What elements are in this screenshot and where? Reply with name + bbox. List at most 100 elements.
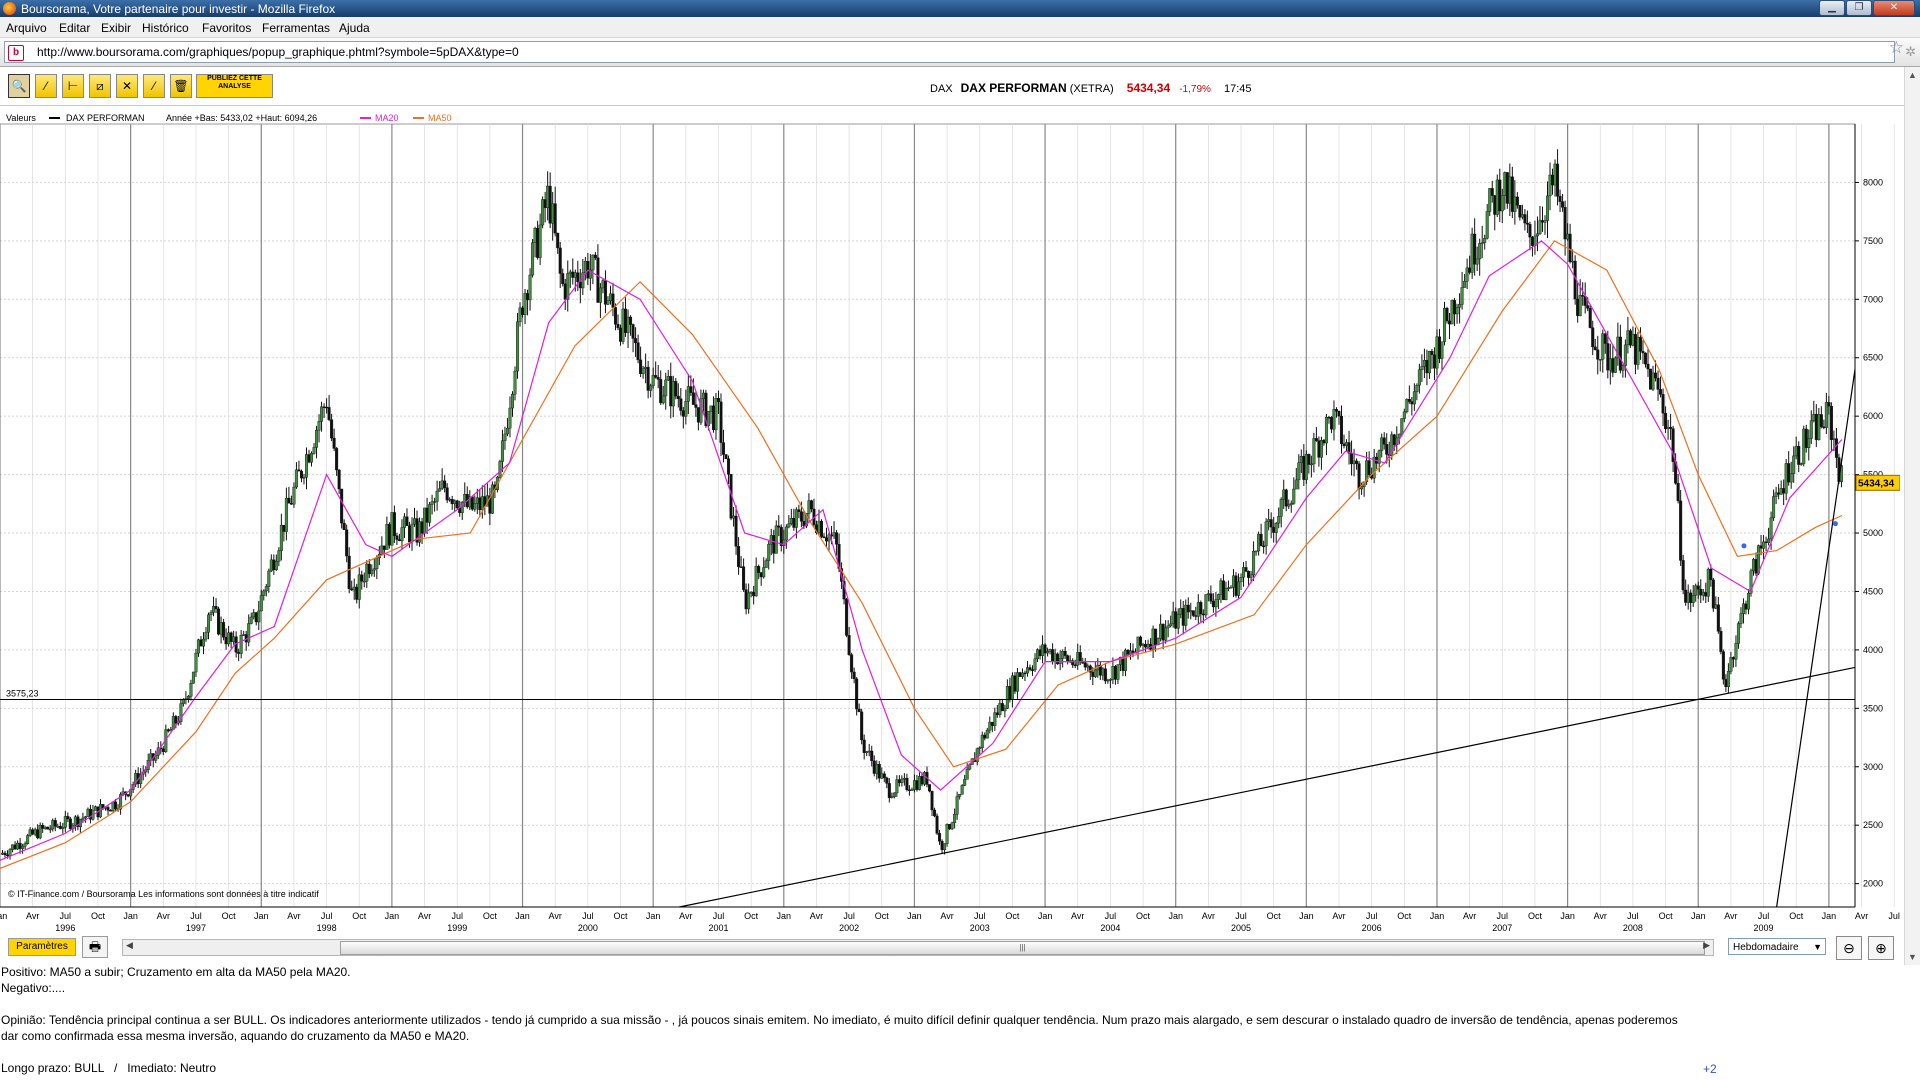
line-tool-icon[interactable]: ⁄ [35,74,57,98]
candle-body [435,490,439,502]
menu-editar[interactable]: Editar [59,21,91,35]
restore-button[interactable]: ❐ [1846,0,1872,16]
candle-body [792,518,796,528]
candle-body [1041,644,1045,657]
menu-exibir[interactable]: Exibir [101,21,132,35]
price-chart[interactable]: Valeurs DAX PERFORMAN Année +Bas: 5433,0… [0,106,1900,966]
channel-tool-icon[interactable]: ⧄ [89,74,111,98]
candle-body [621,308,625,342]
page-scrollbar[interactable]: ▲ ▼ [1904,67,1920,965]
minimize-button[interactable]: ▁ [1819,0,1845,16]
chart-scroll-thumb[interactable]: ||| [340,941,1705,955]
print-icon[interactable]: 🖶 [82,936,108,958]
candle-body [139,774,143,784]
plus-count[interactable]: +2 [1703,1062,1717,1076]
x-month-label: Jan [1691,911,1706,921]
candle-body [641,368,645,374]
y-tick-label: 7500 [1863,236,1883,246]
candle-body [1015,672,1019,692]
window-title: Boursorama, Votre partenaire pour invest… [21,2,336,16]
candle-body [1789,473,1793,483]
scroll-right-icon[interactable]: ▶ [1703,940,1710,950]
last-price-label: 5434,34 [1858,478,1895,489]
candle-body [1355,460,1359,464]
candle-body [227,632,231,645]
candle-body [804,513,808,527]
horizontal-line-tool-icon[interactable]: ⊢ [62,74,84,98]
x-year-label: 1999 [447,923,467,933]
candle-body [1289,503,1293,505]
candle-body [634,338,638,343]
candle-body [1392,434,1396,445]
menu-arquivo[interactable]: Arquivo [6,21,47,35]
candle-body [1716,604,1720,632]
candle-body [1691,595,1695,603]
chart-controls: Paramètres 🖶 ◀ ||| ▶ Hebdomadaire ▼ ⊖ ⊕ [0,936,1900,960]
candle-body [1056,653,1060,665]
candle-body [1061,651,1065,659]
trash-icon[interactable]: 🗑 [170,74,192,98]
period-select[interactable]: Hebdomadaire ▼ [1728,938,1826,955]
candle-body [1277,516,1281,524]
candle-body [686,386,690,402]
candle-body [352,586,356,591]
x-year-label: 1998 [317,923,337,933]
menu-ajuda[interactable]: Ajuda [339,21,370,35]
candle-body [367,563,371,575]
candle-body [249,616,253,624]
fibonacci-tool-icon[interactable]: ✕ [116,74,138,98]
candle-body [983,734,987,739]
loading-gear-icon: ✲ [1905,44,1916,59]
candle-body [757,566,761,573]
x-month-label: Oct [1659,911,1674,921]
candle-body [689,386,693,393]
zoom-tool-icon[interactable]: 🔍 [8,74,30,98]
candle-body [1510,176,1514,212]
candle-body [646,366,650,391]
candle-body [1724,679,1728,687]
menu-favoritos[interactable]: Favoritos [202,21,252,35]
x-month-label: Jul [190,911,202,921]
bookmark-star-icon[interactable]: ☆ [1888,38,1904,57]
scroll-down-icon[interactable]: ▼ [1908,952,1917,962]
candle-body [1563,207,1567,240]
candle-body [1628,330,1632,346]
candle-body [1196,602,1200,617]
candle-body [691,392,695,405]
x-month-label: Avr [1202,911,1215,921]
address-url[interactable]: http://www.boursorama.com/graphiques/pop… [37,45,519,59]
y-tick-label: 3000 [1863,762,1883,772]
candle-body [513,370,517,395]
parameters-button[interactable]: Paramètres [8,938,76,956]
close-button[interactable]: ✕ [1873,0,1915,16]
scroll-up-icon[interactable]: ▲ [1908,70,1917,80]
quote-header: DAX DAX PERFORMAN (XETRA) 5434,34 -1,79% … [930,81,1252,95]
candle-body [1463,281,1467,288]
menu-historico[interactable]: Histórico [142,21,189,35]
candle-body [1586,305,1590,309]
candle-body [1465,267,1469,282]
zoom-in-icon[interactable]: ⊕ [1868,936,1894,960]
candle-body [33,829,37,835]
address-bar[interactable]: b http://www.boursorama.com/graphiques/p… [4,41,1895,63]
zoom-out-icon[interactable]: ⊖ [1836,936,1862,960]
candle-body [531,242,535,276]
fan-tool-icon[interactable]: ⁄ [143,74,165,98]
candle-body [1689,592,1693,603]
menu-ferramentas[interactable]: Ferramentas [262,21,331,35]
candle-body [659,379,663,404]
candle-body [1161,623,1165,641]
publish-analysis-button[interactable]: PUBLIEZ CETTE ANALYSE [196,74,273,98]
candle-body [1455,307,1459,315]
candle-body [1443,308,1447,342]
candle-body [1319,440,1323,458]
candle-body [1201,613,1205,616]
candle-body [1812,414,1816,421]
candle-body [920,776,924,785]
candle-body [1706,568,1710,597]
candle-body [1345,442,1349,447]
scroll-left-icon[interactable]: ◀ [126,940,133,950]
candle-body [915,780,919,790]
candle-body [1237,581,1241,596]
chart-time-scrollbar[interactable]: ◀ ||| ▶ [122,939,1714,956]
